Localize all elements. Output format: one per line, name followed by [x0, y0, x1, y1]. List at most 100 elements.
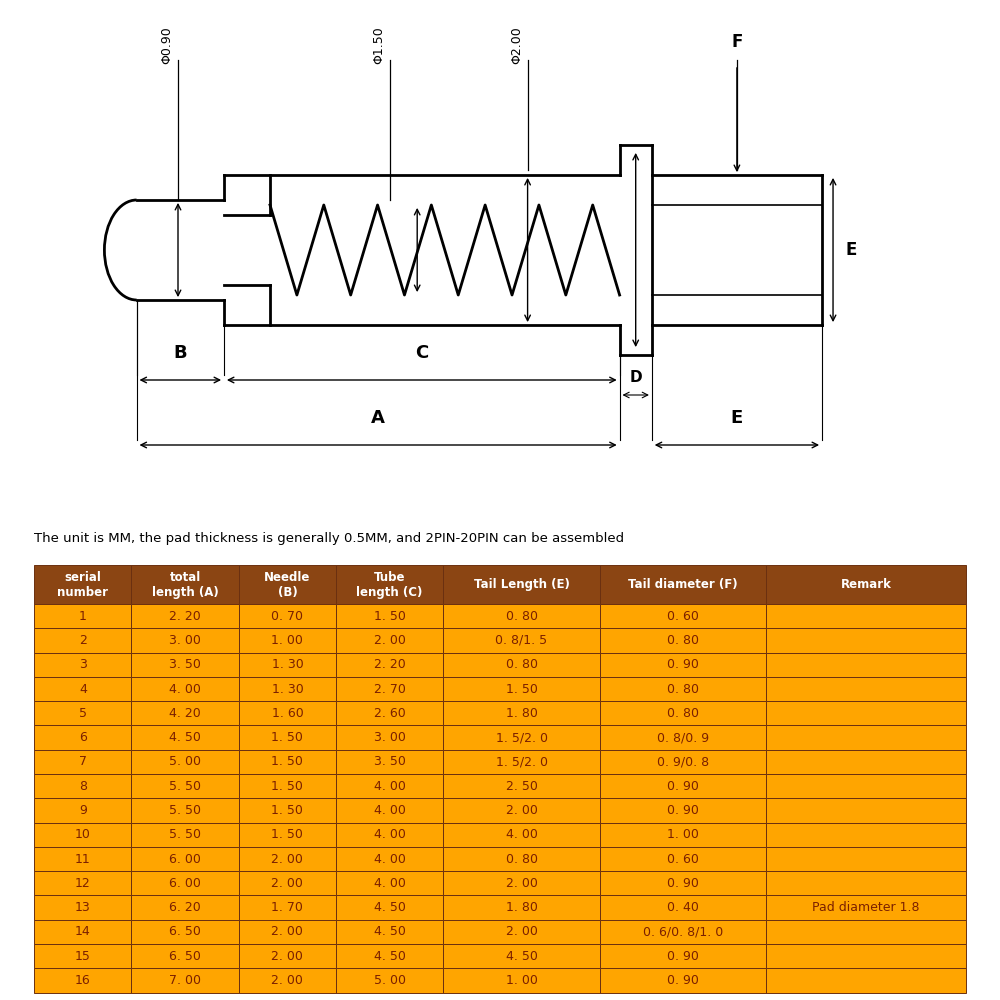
- Bar: [443, 653, 600, 677]
- Text: 4. 50: 4. 50: [506, 950, 537, 963]
- Text: F: F: [731, 33, 743, 51]
- Bar: [443, 871, 600, 895]
- Text: 15: 15: [75, 950, 91, 963]
- Bar: [131, 604, 239, 628]
- Text: 2. 70: 2. 70: [374, 683, 406, 696]
- Bar: [600, 968, 766, 993]
- Bar: [336, 653, 443, 677]
- Bar: [600, 725, 766, 750]
- Text: 4. 50: 4. 50: [169, 731, 201, 744]
- Text: 4. 50: 4. 50: [374, 901, 406, 914]
- Bar: [600, 653, 766, 677]
- Bar: [336, 701, 443, 725]
- Bar: [131, 565, 239, 604]
- Bar: [766, 798, 966, 823]
- Text: 4. 00: 4. 00: [374, 877, 406, 890]
- Bar: [600, 628, 766, 653]
- Text: Tube
length (C): Tube length (C): [356, 571, 423, 599]
- Text: serial
number: serial number: [57, 571, 108, 599]
- Text: 4. 20: 4. 20: [169, 707, 201, 720]
- Bar: [336, 628, 443, 653]
- Text: 2. 00: 2. 00: [271, 950, 303, 963]
- Text: 0. 60: 0. 60: [667, 610, 699, 623]
- Bar: [131, 920, 239, 944]
- Bar: [443, 565, 600, 604]
- Text: Remark: Remark: [841, 578, 891, 591]
- Text: 6. 50: 6. 50: [169, 925, 201, 938]
- Bar: [34, 847, 131, 871]
- Bar: [239, 750, 336, 774]
- Bar: [766, 653, 966, 677]
- Text: total
length (A): total length (A): [152, 571, 218, 599]
- Bar: [239, 565, 336, 604]
- Bar: [766, 604, 966, 628]
- Text: 0. 90: 0. 90: [667, 658, 699, 671]
- Bar: [336, 750, 443, 774]
- Bar: [34, 798, 131, 823]
- Bar: [766, 628, 966, 653]
- Bar: [131, 968, 239, 993]
- Text: 13: 13: [75, 901, 91, 914]
- Text: Pad diameter 1.8: Pad diameter 1.8: [812, 901, 920, 914]
- Bar: [239, 871, 336, 895]
- Bar: [336, 895, 443, 920]
- Bar: [239, 798, 336, 823]
- Text: 5. 50: 5. 50: [169, 804, 201, 817]
- Text: 1. 00: 1. 00: [506, 974, 537, 987]
- Bar: [443, 677, 600, 701]
- Bar: [336, 968, 443, 993]
- Text: 0. 60: 0. 60: [667, 853, 699, 866]
- Bar: [34, 628, 131, 653]
- Bar: [766, 920, 966, 944]
- Bar: [766, 944, 966, 968]
- Bar: [600, 798, 766, 823]
- Bar: [131, 774, 239, 798]
- Bar: [131, 653, 239, 677]
- Bar: [443, 628, 600, 653]
- Text: 0. 70: 0. 70: [271, 610, 303, 623]
- Bar: [336, 823, 443, 847]
- Bar: [766, 701, 966, 725]
- Bar: [766, 565, 966, 604]
- Text: Φ1.50: Φ1.50: [372, 26, 385, 64]
- Bar: [443, 701, 600, 725]
- Text: Φ0.90: Φ0.90: [160, 26, 173, 64]
- Bar: [336, 565, 443, 604]
- Text: D: D: [629, 370, 642, 385]
- Bar: [239, 920, 336, 944]
- Text: 9: 9: [79, 804, 87, 817]
- Bar: [34, 677, 131, 701]
- Bar: [600, 895, 766, 920]
- Bar: [443, 944, 600, 968]
- Text: E: E: [846, 241, 857, 259]
- Text: 0. 80: 0. 80: [506, 853, 538, 866]
- Text: 3: 3: [79, 658, 87, 671]
- Text: 2. 50: 2. 50: [506, 780, 537, 793]
- Text: 2. 00: 2. 00: [271, 877, 303, 890]
- Text: 2. 20: 2. 20: [374, 658, 406, 671]
- Text: 1. 50: 1. 50: [271, 828, 303, 841]
- Bar: [131, 944, 239, 968]
- Bar: [336, 677, 443, 701]
- Bar: [239, 677, 336, 701]
- Text: 2. 20: 2. 20: [169, 610, 201, 623]
- Bar: [443, 968, 600, 993]
- Bar: [34, 604, 131, 628]
- Bar: [131, 677, 239, 701]
- Bar: [239, 774, 336, 798]
- Text: 4. 00: 4. 00: [374, 853, 406, 866]
- Bar: [239, 823, 336, 847]
- Text: 1. 00: 1. 00: [271, 634, 303, 647]
- Text: 2. 00: 2. 00: [374, 634, 406, 647]
- Bar: [766, 677, 966, 701]
- Text: 5. 50: 5. 50: [169, 780, 201, 793]
- Text: 0. 80: 0. 80: [506, 610, 538, 623]
- Text: 0. 90: 0. 90: [667, 877, 699, 890]
- Text: 0. 80: 0. 80: [506, 658, 538, 671]
- Text: 0. 90: 0. 90: [667, 974, 699, 987]
- Text: 2. 00: 2. 00: [506, 925, 537, 938]
- Bar: [131, 725, 239, 750]
- Bar: [336, 604, 443, 628]
- Text: 6. 00: 6. 00: [169, 853, 201, 866]
- Text: 4: 4: [79, 683, 87, 696]
